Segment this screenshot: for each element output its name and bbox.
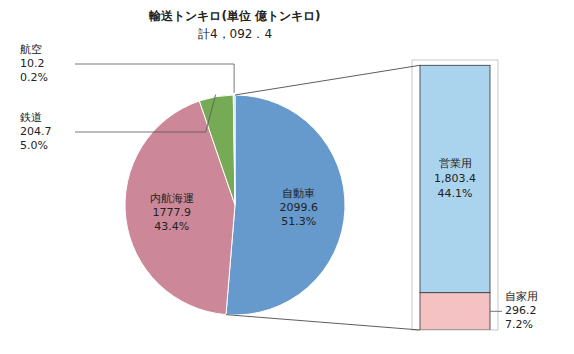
leader-line [490,311,502,312]
data-label: 296.2 [505,304,537,317]
pie-slice [233,95,235,205]
data-label: 1,803.4 [434,172,476,185]
connector [226,315,420,330]
bar-segment [420,293,490,330]
chart: 輸送トンキロ(単位 億トンキロ) 計4，092．4 自動車2099.651.3% 内航… [0,0,574,354]
connector [235,65,420,95]
data-label: 204.7 [20,125,52,138]
segment-label: 営業用 [439,157,472,170]
subtitle: 計4，092．4 [198,27,272,41]
pie [125,95,345,315]
data-label: 44.1% [438,187,473,200]
title: 輸送トンキロ(単位 億トンキロ) [148,9,320,23]
bar-segment [420,65,490,292]
slice-label: 鉄道 [20,111,42,124]
pie-slice [199,95,235,205]
leader-line [234,64,235,93]
data-label: 7.2% [505,318,533,331]
leader-line [206,94,216,132]
plot-frame [412,60,498,330]
slice-label: 自動車 [282,187,315,200]
slice-label: 内航海運 [150,192,194,205]
data-label: 51.3% [281,215,316,228]
data-label: 10.2 [20,57,45,70]
data-label: 2099.6 [279,201,318,214]
pie-slice [226,95,345,315]
data-label: 43.4% [154,220,189,233]
leader-line [75,132,206,133]
leader-line [75,64,234,65]
data-label: 0.2% [20,71,48,84]
segment-label: 自家用 [505,290,538,303]
data-label: 5.0% [20,139,48,152]
slice-label: 航空 [20,43,42,56]
bars [420,65,490,330]
data-label: 1777.9 [152,206,191,219]
